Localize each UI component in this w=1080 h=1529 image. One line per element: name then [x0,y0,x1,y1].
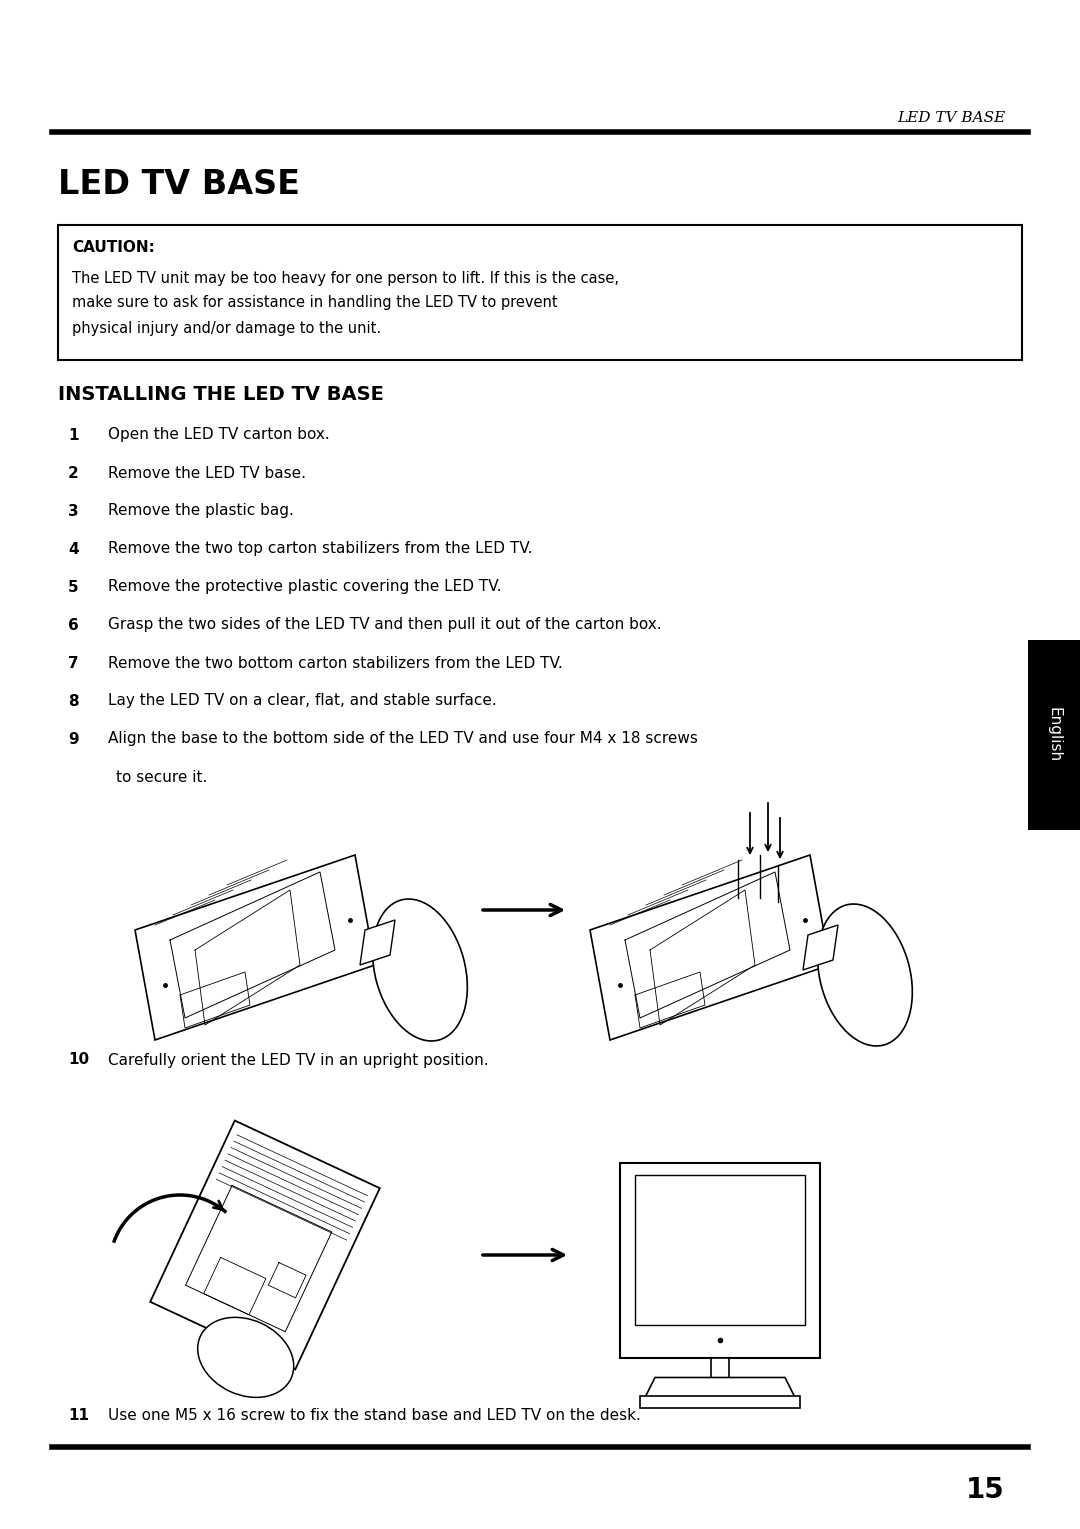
Text: to secure it.: to secure it. [116,769,207,784]
Bar [620,1162,820,1358]
Text: 4: 4 [68,541,79,557]
Text: Remove the two top carton stabilizers from the LED TV.: Remove the two top carton stabilizers fr… [108,541,532,557]
Text: 3: 3 [68,503,79,518]
Polygon shape [640,1396,800,1408]
Polygon shape [150,1121,380,1370]
Bar [58,225,1022,359]
Text: 1: 1 [68,428,79,442]
Text: 8: 8 [68,694,79,708]
Text: Remove the plastic bag.: Remove the plastic bag. [108,503,294,518]
Text: Carefully orient the LED TV in an upright position.: Carefully orient the LED TV in an uprigh… [108,1052,488,1067]
Text: Remove the LED TV base.: Remove the LED TV base. [108,465,306,480]
Polygon shape [135,855,375,1040]
Text: LED TV BASE: LED TV BASE [896,112,1005,125]
Ellipse shape [373,899,468,1041]
Text: 15: 15 [967,1475,1005,1505]
Text: Lay the LED TV on a clear, flat, and stable surface.: Lay the LED TV on a clear, flat, and sta… [108,694,497,708]
Ellipse shape [198,1318,294,1398]
Text: Align the base to the bottom side of the LED TV and use four M4 x 18 screws: Align the base to the bottom side of the… [108,731,698,746]
Bar [635,1174,805,1326]
Text: INSTALLING THE LED TV BASE: INSTALLING THE LED TV BASE [58,385,383,405]
Text: Open the LED TV carton box.: Open the LED TV carton box. [108,428,329,442]
Text: make sure to ask for assistance in handling the LED TV to prevent: make sure to ask for assistance in handl… [72,295,557,310]
Text: Use one M5 x 16 screw to fix the stand base and LED TV on the desk.: Use one M5 x 16 screw to fix the stand b… [108,1408,640,1422]
Text: English: English [1047,708,1062,763]
Polygon shape [804,925,838,969]
Polygon shape [711,1358,729,1378]
Text: 11: 11 [68,1408,89,1422]
Text: CAUTION:: CAUTION: [72,240,154,255]
Text: 9: 9 [68,731,79,746]
Text: The LED TV unit may be too heavy for one person to lift. If this is the case,: The LED TV unit may be too heavy for one… [72,271,619,286]
Text: LED TV BASE: LED TV BASE [58,168,300,202]
Polygon shape [590,855,831,1040]
Bar [1028,641,1080,830]
Text: physical injury and/or damage to the unit.: physical injury and/or damage to the uni… [72,321,381,335]
Text: Remove the protective plastic covering the LED TV.: Remove the protective plastic covering t… [108,579,501,595]
Text: 2: 2 [68,465,79,480]
Text: Remove the two bottom carton stabilizers from the LED TV.: Remove the two bottom carton stabilizers… [108,656,563,671]
Text: 10: 10 [68,1052,90,1067]
Text: 6: 6 [68,618,79,633]
Text: Grasp the two sides of the LED TV and then pull it out of the carton box.: Grasp the two sides of the LED TV and th… [108,618,662,633]
Polygon shape [645,1378,795,1398]
Ellipse shape [818,904,913,1046]
Text: 5: 5 [68,579,79,595]
Text: 7: 7 [68,656,79,671]
Polygon shape [360,920,395,965]
